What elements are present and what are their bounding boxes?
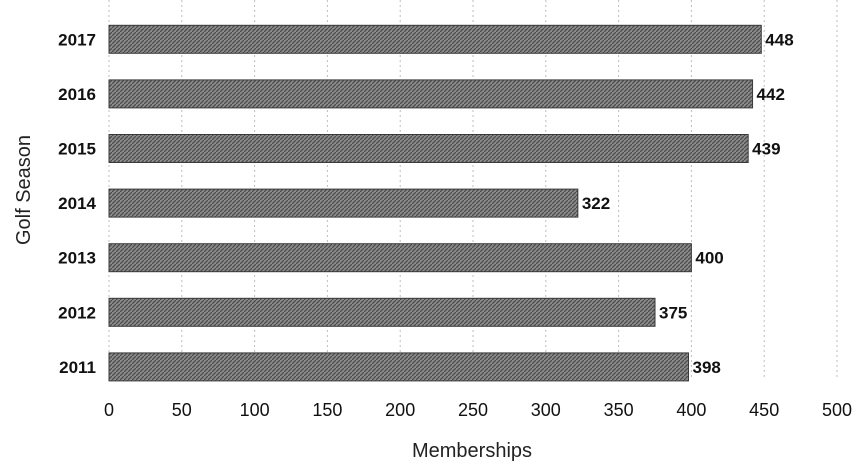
x-tick-label: 450 <box>749 400 779 420</box>
category-labels: 2017 2016 2015 2014 2013 2012 2011 <box>58 30 96 377</box>
data-label: 322 <box>582 194 610 213</box>
category-label: 2011 <box>59 358 96 377</box>
x-tick-label: 400 <box>676 400 706 420</box>
x-axis-title: Memberships <box>412 440 532 462</box>
bar <box>108 243 692 273</box>
bar <box>108 297 656 327</box>
data-label: 448 <box>765 30 793 49</box>
bar <box>108 134 749 163</box>
x-tick-label: 200 <box>385 400 415 420</box>
category-label: 2017 <box>58 30 96 49</box>
category-label: 2015 <box>58 140 96 159</box>
x-tick-label: 100 <box>240 400 270 420</box>
data-label: 442 <box>757 85 785 104</box>
x-tick-label: 50 <box>172 400 192 420</box>
bar <box>108 352 689 382</box>
y-axis-title: Golf Season <box>13 135 35 245</box>
bar <box>108 188 579 218</box>
category-label: 2013 <box>58 249 96 268</box>
data-label: 439 <box>752 140 780 159</box>
category-label: 2014 <box>58 194 96 213</box>
value-labels: 448 442 439 322 400 375 398 <box>582 30 794 377</box>
x-tick-labels: 0 50 100 150 200 250 300 350 400 450 500 <box>104 400 852 420</box>
x-tick-label: 500 <box>822 400 852 420</box>
bar <box>108 79 754 109</box>
x-tick-label: 0 <box>104 400 114 420</box>
x-tick-label: 350 <box>604 400 634 420</box>
bar <box>108 24 762 54</box>
x-tick-label: 300 <box>531 400 561 420</box>
category-label: 2016 <box>58 85 96 104</box>
data-label: 398 <box>692 358 720 377</box>
data-label: 400 <box>695 249 723 268</box>
category-label: 2012 <box>58 303 96 322</box>
data-label: 375 <box>659 303 687 322</box>
x-tick-label: 250 <box>458 400 488 420</box>
x-tick-label: 150 <box>312 400 342 420</box>
bars <box>108 24 762 382</box>
